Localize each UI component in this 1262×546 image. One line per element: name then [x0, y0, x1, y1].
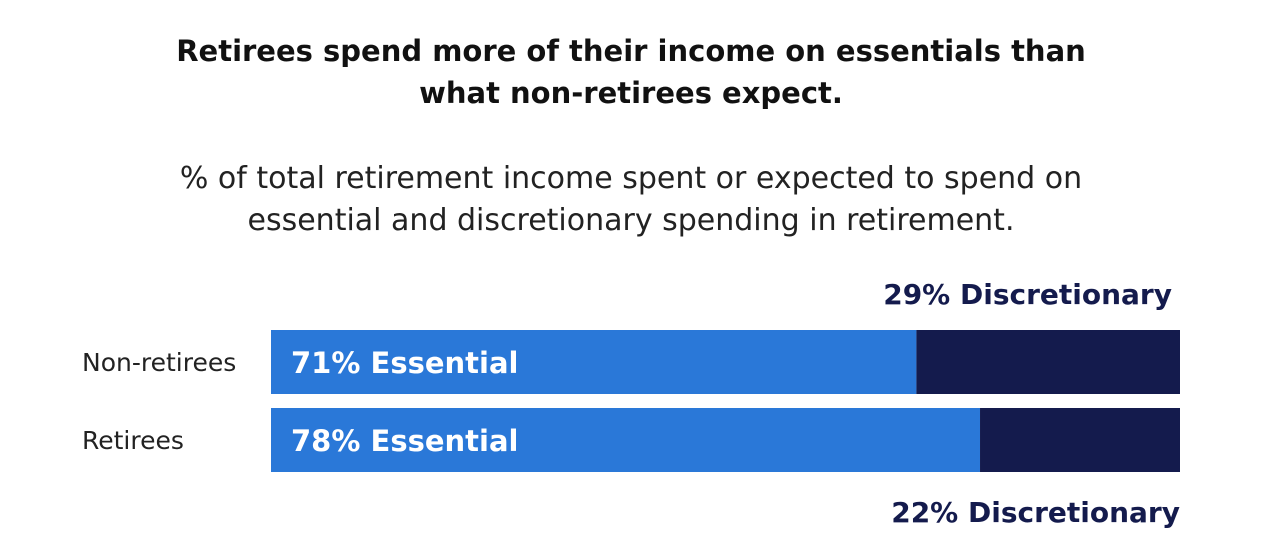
bar-discretionary-non-retirees: [916, 330, 1180, 394]
chart-title-line-1: Retirees spend more of their income on e…: [176, 34, 1086, 68]
essential-data-label-retirees: 78% Essential: [291, 424, 518, 458]
chart-subtitle-line-1: % of total retirement income spent or ex…: [179, 161, 1083, 196]
discretionary-data-label-non-retirees: 29% Discretionary: [883, 278, 1172, 311]
bar-essential-retirees: [271, 408, 981, 472]
bar-discretionary-retirees: [980, 408, 1180, 472]
chart-title: Retirees spend more of their income on e…: [0, 30, 1262, 114]
essential-data-label-non-retirees: 71% Essential: [291, 346, 518, 380]
chart-subtitle: % of total retirement income spent or ex…: [0, 158, 1262, 242]
discretionary-data-label-retirees: 22% Discretionary: [891, 496, 1180, 529]
bar-essential-non-retirees: [271, 330, 917, 394]
chart-title-line-2: what non-retirees expect.: [419, 76, 843, 110]
category-label-non-retirees: Non-retirees: [82, 348, 236, 377]
category-label-retirees: Retirees: [82, 426, 184, 455]
chart-subtitle-line-2: essential and discretionary spending in …: [247, 203, 1015, 238]
